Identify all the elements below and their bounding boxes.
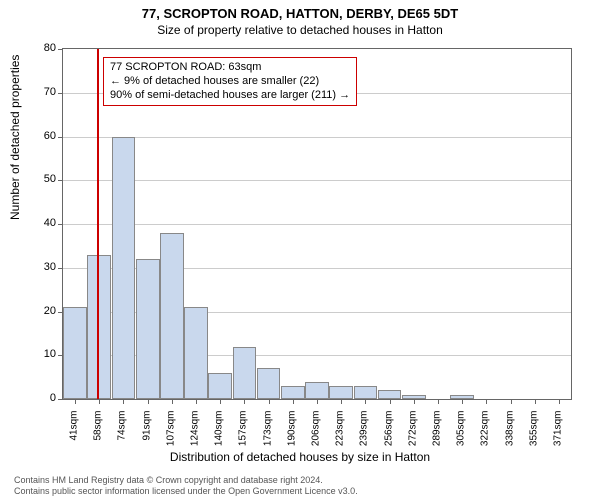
histogram-bar xyxy=(136,259,160,399)
callout-box: 77 SCROPTON ROAD: 63sqm← 9% of detached … xyxy=(103,57,357,106)
histogram-bar xyxy=(160,233,184,399)
gridline xyxy=(63,180,571,181)
chart-container: 77, SCROPTON ROAD, HATTON, DERBY, DE65 5… xyxy=(0,0,600,500)
y-tick-label: 70 xyxy=(26,86,56,98)
gridline xyxy=(63,137,571,138)
x-tick-label: 41sqm xyxy=(69,411,80,461)
y-tick-label: 40 xyxy=(26,217,56,229)
histogram-bar xyxy=(281,386,305,399)
x-tick-label: 239sqm xyxy=(359,411,370,461)
x-tick-mark xyxy=(244,399,245,404)
y-tick-label: 50 xyxy=(26,173,56,185)
y-tick-label: 10 xyxy=(26,348,56,360)
histogram-bar xyxy=(233,347,257,400)
y-tick-mark xyxy=(58,49,63,50)
histogram-bar xyxy=(87,255,111,399)
x-tick-mark xyxy=(365,399,366,404)
y-tick-mark xyxy=(58,399,63,400)
property-marker-line xyxy=(97,49,99,399)
x-tick-mark xyxy=(172,399,173,404)
x-tick-label: 322sqm xyxy=(480,411,491,461)
x-tick-mark xyxy=(317,399,318,404)
y-tick-label: 60 xyxy=(26,130,56,142)
x-tick-label: 190sqm xyxy=(286,411,297,461)
y-tick-mark xyxy=(58,224,63,225)
x-tick-label: 338sqm xyxy=(504,411,515,461)
x-tick-label: 206sqm xyxy=(311,411,322,461)
x-tick-mark xyxy=(511,399,512,404)
x-tick-mark xyxy=(462,399,463,404)
x-tick-label: 91sqm xyxy=(141,411,152,461)
title-main: 77, SCROPTON ROAD, HATTON, DERBY, DE65 5… xyxy=(0,0,600,21)
y-tick-label: 20 xyxy=(26,305,56,317)
callout-line: ← 9% of detached houses are smaller (22) xyxy=(110,75,350,89)
x-tick-label: 157sqm xyxy=(238,411,249,461)
x-tick-mark xyxy=(559,399,560,404)
x-tick-label: 58sqm xyxy=(93,411,104,461)
x-tick-label: 305sqm xyxy=(456,411,467,461)
y-tick-mark xyxy=(58,137,63,138)
histogram-bar xyxy=(208,373,232,399)
histogram-bar xyxy=(257,368,281,399)
y-tick-mark xyxy=(58,180,63,181)
x-tick-mark xyxy=(341,399,342,404)
x-tick-mark xyxy=(414,399,415,404)
x-tick-mark xyxy=(269,399,270,404)
x-tick-label: 140sqm xyxy=(214,411,225,461)
histogram-bar xyxy=(63,307,87,399)
x-tick-mark xyxy=(99,399,100,404)
x-tick-label: 355sqm xyxy=(528,411,539,461)
plot-region: 77 SCROPTON ROAD: 63sqm← 9% of detached … xyxy=(62,48,572,400)
histogram-bar xyxy=(305,382,329,400)
y-tick-mark xyxy=(58,93,63,94)
callout-line: 90% of semi-detached houses are larger (… xyxy=(110,89,350,103)
x-tick-label: 256sqm xyxy=(383,411,394,461)
x-tick-label: 107sqm xyxy=(165,411,176,461)
x-tick-label: 223sqm xyxy=(335,411,346,461)
histogram-bar xyxy=(329,386,353,399)
gridline xyxy=(63,224,571,225)
title-sub: Size of property relative to detached ho… xyxy=(0,21,600,37)
x-tick-mark xyxy=(438,399,439,404)
footer-attribution: Contains HM Land Registry data © Crown c… xyxy=(14,475,358,497)
x-tick-label: 289sqm xyxy=(431,411,442,461)
x-tick-label: 272sqm xyxy=(407,411,418,461)
chart-area: 77 SCROPTON ROAD: 63sqm← 9% of detached … xyxy=(62,48,570,398)
y-axis-label: Number of detached properties xyxy=(8,55,22,220)
x-tick-mark xyxy=(220,399,221,404)
callout-line: 77 SCROPTON ROAD: 63sqm xyxy=(110,61,350,75)
histogram-bar xyxy=(354,386,378,399)
histogram-bar xyxy=(184,307,208,399)
x-tick-label: 371sqm xyxy=(552,411,563,461)
x-tick-mark xyxy=(535,399,536,404)
histogram-bar xyxy=(112,137,136,400)
footer-line-1: Contains HM Land Registry data © Crown c… xyxy=(14,475,358,486)
x-tick-label: 173sqm xyxy=(262,411,273,461)
y-tick-mark xyxy=(58,268,63,269)
x-tick-mark xyxy=(390,399,391,404)
y-tick-label: 0 xyxy=(26,392,56,404)
y-tick-label: 30 xyxy=(26,261,56,273)
y-tick-label: 80 xyxy=(26,42,56,54)
footer-line-2: Contains public sector information licen… xyxy=(14,486,358,497)
x-tick-mark xyxy=(75,399,76,404)
histogram-bar xyxy=(378,390,402,399)
x-tick-mark xyxy=(293,399,294,404)
x-tick-mark xyxy=(123,399,124,404)
x-tick-mark xyxy=(148,399,149,404)
x-tick-label: 74sqm xyxy=(117,411,128,461)
x-tick-mark xyxy=(196,399,197,404)
x-tick-mark xyxy=(486,399,487,404)
x-tick-label: 124sqm xyxy=(190,411,201,461)
